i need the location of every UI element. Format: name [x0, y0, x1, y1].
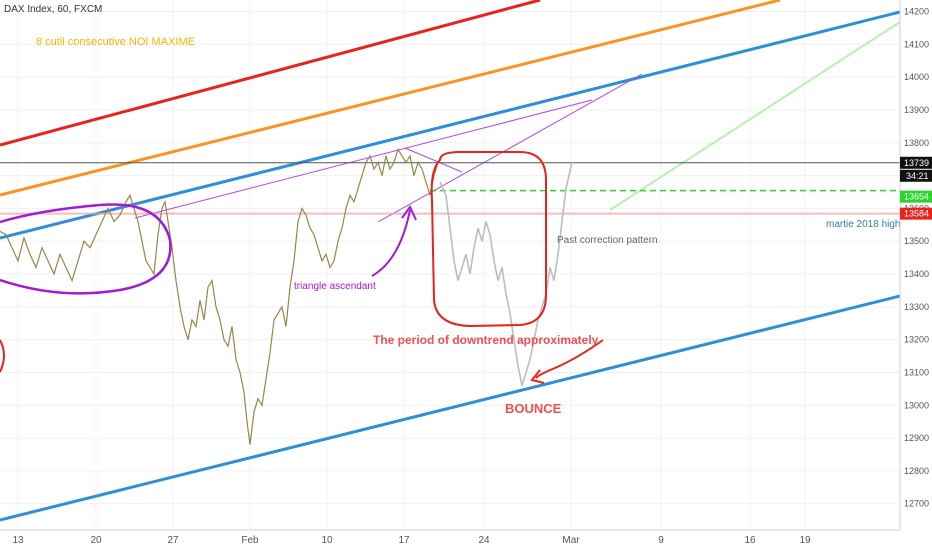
purple-line-1: [134, 99, 593, 219]
y-tick-label: 13500: [904, 236, 929, 246]
red-level-label: 13584: [904, 209, 929, 219]
price-series: [0, 147, 439, 445]
x-tick-label: 10: [321, 535, 333, 546]
purple-arrow: [371, 205, 417, 277]
green-level-badge: [900, 190, 932, 203]
green-level-label: 13654: [904, 192, 929, 202]
blue-upper-trendline: [0, 10, 901, 240]
current-price-label: 13739: [904, 158, 929, 168]
y-tick-label: 13000: [904, 400, 929, 410]
price-axis: [900, 0, 932, 530]
red-trendline: [0, 0, 541, 147]
chart-title: DAX Index, 60, FXCM: [4, 4, 102, 15]
annotation-title: 8 cutii consecutive NOI MAXIME: [36, 36, 195, 48]
x-tick-label: 9: [658, 535, 664, 546]
x-tick-label: Feb: [241, 535, 259, 546]
y-tick-label: 12700: [904, 499, 929, 509]
x-tick-label: 17: [398, 535, 410, 546]
purple-ellipse: [0, 203, 172, 295]
purple-line-3: [404, 147, 463, 173]
x-tick-label: 16: [744, 535, 756, 546]
red-arc-left: [0, 339, 5, 373]
downtrend-label: The period of downtrend approximately: [373, 333, 599, 347]
x-tick-labels: 13 20 27 Feb 10 17 24 Mar 9 16 19: [12, 535, 811, 546]
price-series-overlay: [0, 148, 439, 445]
light-green-line: [609, 21, 901, 211]
red-rounded-box: [430, 151, 547, 328]
y-tick-label: 13100: [904, 367, 929, 377]
grid: [0, 0, 900, 530]
x-tick-label: 13: [12, 535, 24, 546]
bounce-label: BOUNCE: [505, 401, 562, 416]
y-tick-label: 13900: [904, 105, 929, 115]
axis-corner: [900, 530, 932, 550]
trend-lines: [0, 0, 901, 522]
y-tick-label: 14100: [904, 39, 929, 49]
red-level-badge: [900, 207, 932, 220]
blue-lower-trendline: [0, 294, 901, 522]
purple-line-2: [377, 73, 643, 223]
y-tick-label: 14000: [904, 72, 929, 82]
martie-label: martie 2018 high: [826, 219, 901, 230]
projection-series: [439, 162, 573, 386]
past-pattern-label: Past correction pattern: [557, 235, 658, 246]
x-tick-label: Mar: [562, 535, 580, 546]
timer-badge: [900, 169, 932, 182]
x-tick-label: 24: [478, 535, 490, 546]
y-tick-label: 12800: [904, 466, 929, 476]
y-tick-label: 13400: [904, 269, 929, 279]
x-tick-label: 20: [90, 535, 102, 546]
red-arrow: [530, 339, 604, 384]
y-tick-label: 12900: [904, 433, 929, 443]
y-tick-label: 13200: [904, 335, 929, 345]
time-axis: [0, 530, 932, 550]
y-tick-label: 13800: [904, 138, 929, 148]
x-tick-label: 19: [799, 535, 811, 546]
triangle-label: triangle ascendant: [294, 281, 376, 292]
y-tick-label: 14200: [904, 6, 929, 16]
x-tick-label: 27: [167, 535, 179, 546]
orange-trendline: [0, 0, 781, 197]
timer-label: 34:21: [906, 171, 929, 181]
current-price-badge: [900, 156, 932, 169]
y-tick-label: 13300: [904, 302, 929, 312]
